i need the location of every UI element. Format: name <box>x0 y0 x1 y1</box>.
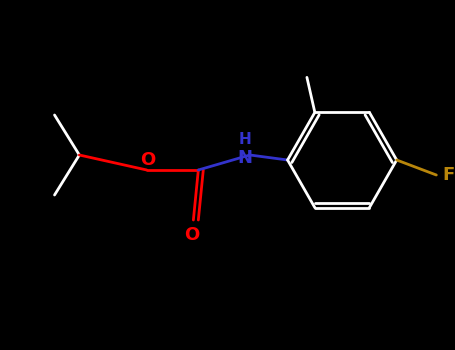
Text: F: F <box>442 166 455 184</box>
Text: O: O <box>140 151 155 169</box>
Text: H: H <box>238 133 251 147</box>
Text: O: O <box>184 226 199 244</box>
Text: N: N <box>238 149 253 167</box>
